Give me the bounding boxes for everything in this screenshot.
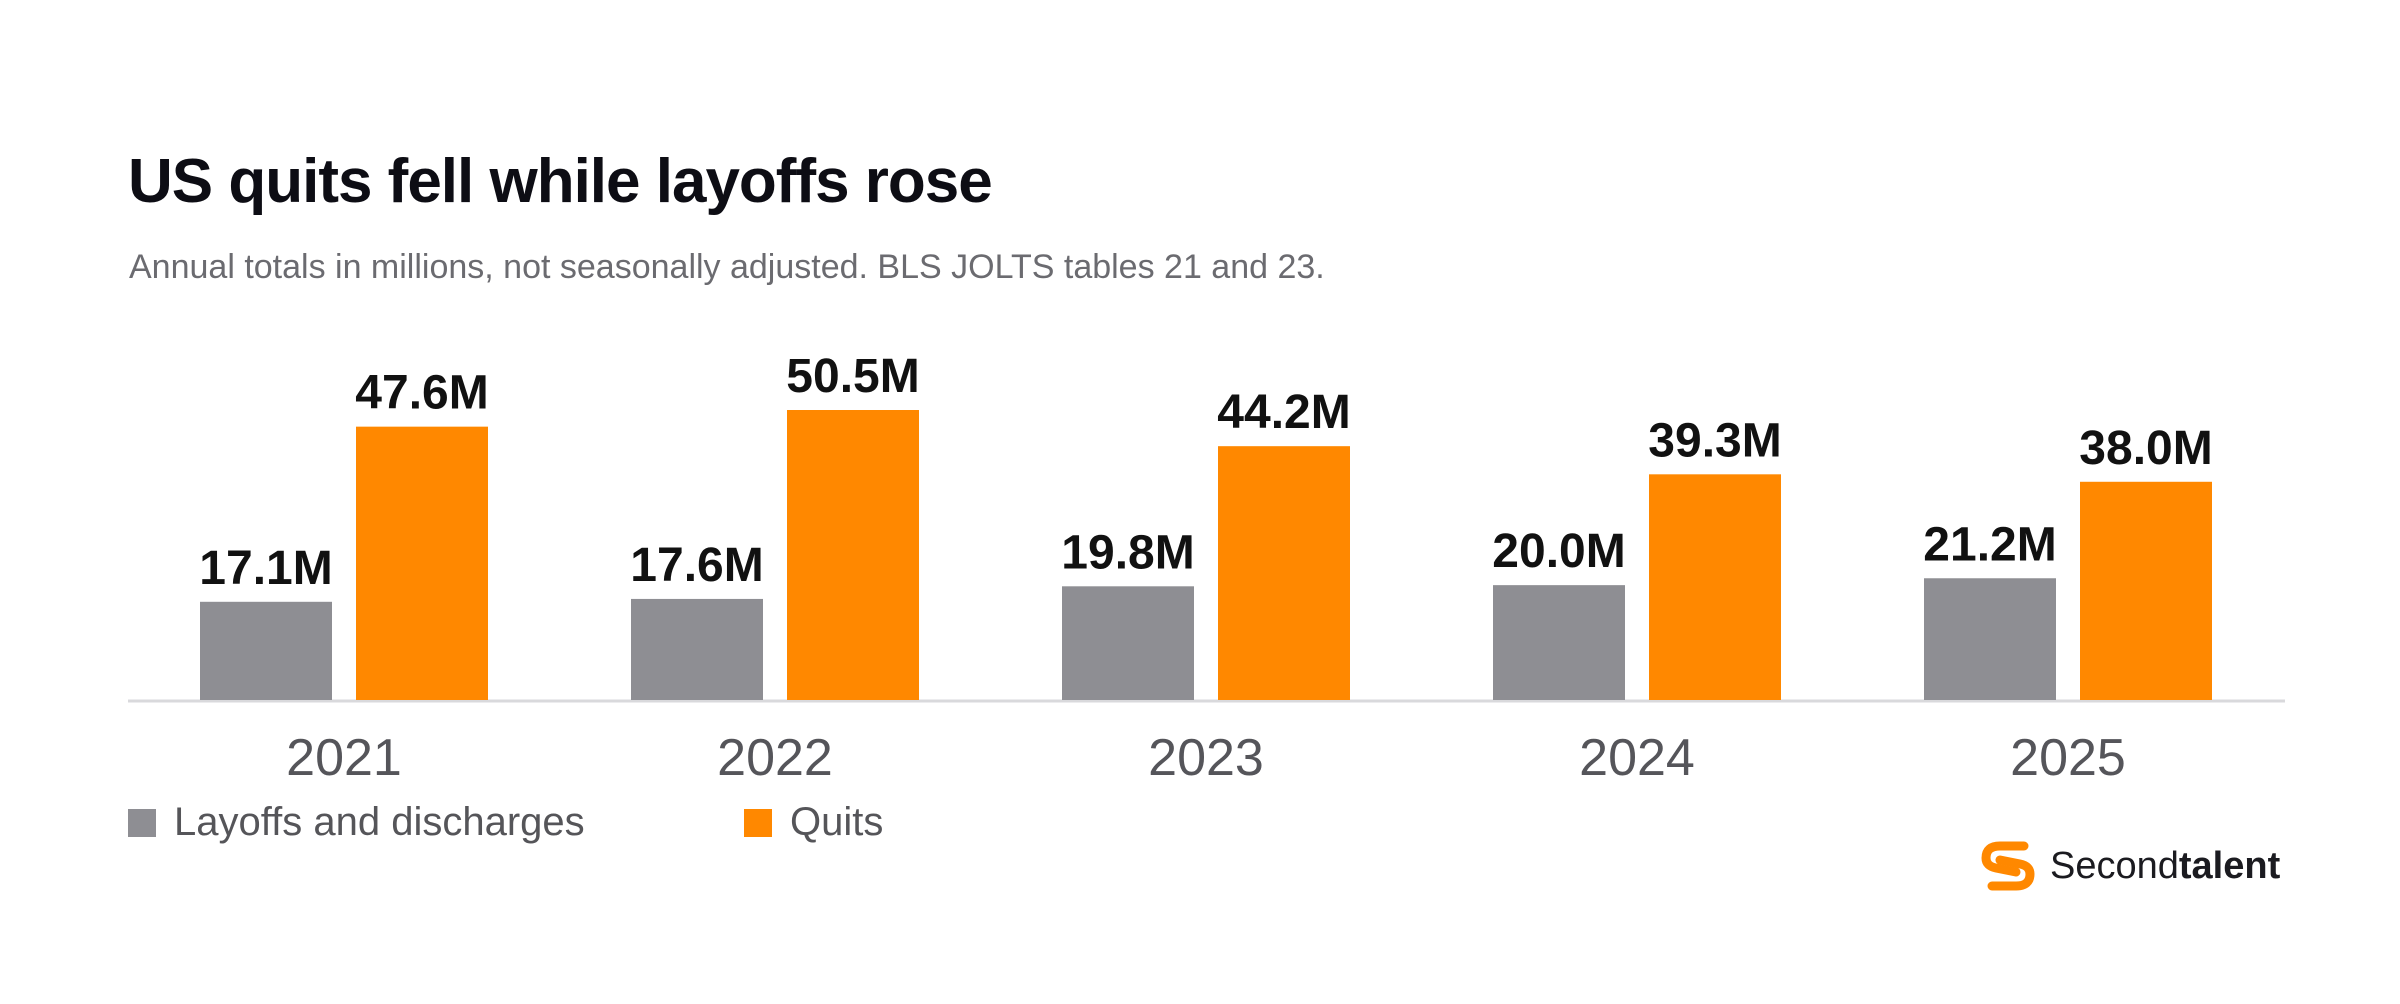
data-label-quits-2024: 39.3M bbox=[1648, 414, 1781, 467]
legend-label-layoffs: Layoffs and discharges bbox=[174, 800, 585, 844]
data-label-layoffs-2021: 17.1M bbox=[199, 542, 332, 595]
bar-layoffs-2023 bbox=[1062, 586, 1194, 700]
data-label-layoffs-2024: 20.0M bbox=[1492, 525, 1625, 578]
bar-quits-2023 bbox=[1218, 446, 1350, 700]
chart-subtitle: Annual totals in millions, not seasonall… bbox=[129, 248, 1325, 286]
secondtalent-logo: Secondtalent bbox=[1978, 838, 2280, 894]
bar-layoffs-2021 bbox=[200, 601, 332, 700]
legend-swatch-layoffs bbox=[128, 808, 156, 837]
bar-quits-2025 bbox=[2080, 481, 2212, 700]
bar-layoffs-2024 bbox=[1493, 585, 1625, 700]
x-tick-label-2024: 2024 bbox=[1579, 729, 1695, 787]
legend-label-quits: Quits bbox=[790, 800, 884, 844]
bar-layoffs-2025 bbox=[1924, 578, 2056, 700]
secondtalent-logo-icon bbox=[1981, 841, 2035, 891]
legend-item-quits: Quits bbox=[744, 800, 883, 845]
logo-text-light: Second bbox=[2050, 844, 2179, 887]
data-label-layoffs-2023: 19.8M bbox=[1061, 526, 1194, 579]
logo-wordmark: Secondtalent bbox=[2050, 845, 2280, 888]
bar-quits-2022 bbox=[787, 410, 919, 700]
legend-item-layoffs: Layoffs and discharges bbox=[128, 800, 585, 845]
data-label-layoffs-2022: 17.6M bbox=[630, 539, 763, 592]
data-label-quits-2021: 47.6M bbox=[355, 367, 488, 420]
bar-quits-2024 bbox=[1649, 474, 1781, 700]
x-tick-label-2022: 2022 bbox=[717, 729, 833, 787]
data-label-quits-2022: 50.5M bbox=[786, 350, 919, 403]
x-tick-label-2023: 2023 bbox=[1148, 729, 1264, 787]
x-tick-label-2025: 2025 bbox=[2010, 729, 2126, 787]
bar-quits-2021 bbox=[356, 426, 488, 700]
legend-swatch-quits bbox=[744, 808, 772, 837]
logo-text-bold: talent bbox=[2178, 844, 2281, 887]
bar-layoffs-2022 bbox=[631, 598, 763, 700]
chart-title: US quits fell while layoffs rose bbox=[128, 147, 993, 216]
data-label-quits-2025: 38.0M bbox=[2079, 422, 2212, 475]
data-label-layoffs-2025: 21.2M bbox=[1923, 518, 2056, 571]
x-tick-label-2021: 2021 bbox=[286, 729, 402, 787]
data-label-quits-2023: 44.2M bbox=[1217, 386, 1350, 439]
